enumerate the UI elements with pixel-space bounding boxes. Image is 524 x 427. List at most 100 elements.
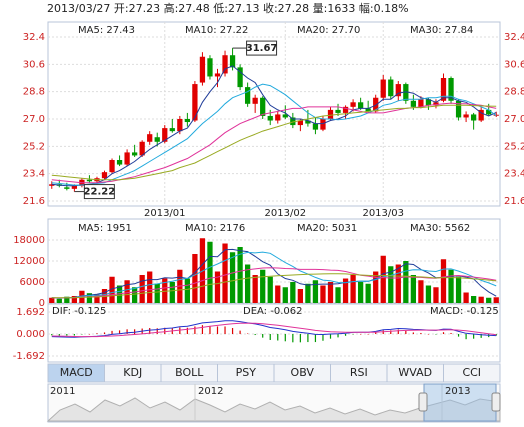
candle-body: [380, 79, 386, 98]
y-tick-label: 32.4: [23, 32, 45, 43]
legend-entry: MA10: 27.22: [185, 25, 248, 36]
candle-body: [388, 79, 394, 97]
candle-body: [410, 100, 417, 107]
volume-bar: [64, 296, 70, 303]
legend-entry: MA10: 2176: [185, 223, 245, 234]
volume-bar: [403, 261, 409, 303]
legend-entry: MA20: 5031: [297, 223, 357, 234]
volume-bar: [192, 254, 198, 303]
macd-bar: [314, 334, 317, 343]
indicator-tab-label[interactable]: KDJ: [123, 366, 142, 379]
candle-body: [207, 58, 213, 77]
y-tick-label: 30.6: [23, 59, 45, 70]
volume-bar: [290, 282, 296, 303]
volume-bar: [433, 287, 439, 303]
candle-body: [116, 160, 123, 165]
macd-bar: [66, 334, 68, 336]
volume-bar: [260, 269, 266, 303]
navigator-area: [46, 397, 501, 422]
candle-body: [365, 108, 371, 112]
indicator-tab-label[interactable]: BOLL: [175, 366, 204, 379]
quote-header: 2013/03/27 开:27.23 高:27.48 低:27.13 收:27.…: [47, 1, 409, 15]
volume-bar: [147, 271, 153, 303]
volume-bar: [493, 297, 499, 303]
candle-body: [260, 97, 266, 116]
macd-bar: [307, 334, 309, 343]
volume-bar: [116, 285, 123, 303]
volume-bar: [56, 298, 62, 303]
navigator-handle[interactable]: [418, 392, 428, 412]
volume-bar: [109, 276, 115, 303]
macd-bar: [465, 334, 467, 340]
indicator-tab-label[interactable]: PSY: [236, 366, 257, 379]
macd-frame: [47, 303, 501, 363]
navigator-year: 2013: [445, 386, 470, 397]
macd-bar: [81, 334, 83, 335]
candle-body: [282, 114, 288, 118]
candle-body: [455, 100, 462, 118]
indicator-tab[interactable]: [443, 363, 501, 383]
candle-body: [177, 119, 183, 132]
macd-bar: [231, 328, 234, 334]
macd-bar: [322, 334, 324, 341]
macd-bar: [118, 330, 121, 334]
macd-bar: [480, 334, 482, 338]
annotation-box: [83, 184, 115, 200]
price-frame: [47, 21, 501, 207]
y-tick-label: 23.4: [23, 169, 45, 180]
y-tick-label: -1.692: [13, 351, 45, 362]
navigator-window[interactable]: [423, 383, 497, 422]
macd-bar: [262, 334, 264, 338]
candle-body: [252, 97, 258, 104]
macd-bar: [164, 327, 166, 334]
indicator-tab-label[interactable]: RSI: [350, 366, 368, 379]
volume-bar: [86, 293, 93, 303]
x-tick-label: 2013/02: [265, 208, 307, 219]
macd-bar: [201, 325, 204, 334]
macd-bar: [442, 332, 445, 334]
candle-body: [71, 185, 78, 189]
y-tick-label: 0: [39, 298, 45, 309]
candle-body: [433, 102, 439, 106]
macd-bar: [360, 334, 362, 335]
candle-body: [470, 114, 477, 121]
volume-bar: [71, 296, 78, 303]
candle-body: [425, 99, 432, 106]
navigator-handle[interactable]: [491, 392, 501, 412]
legend-entry: DEA: -0.062: [243, 306, 302, 317]
macd-bar: [412, 332, 414, 334]
indicator-line: [51, 267, 497, 299]
indicator-tab-label[interactable]: OBV: [291, 366, 315, 379]
volume-bar: [244, 264, 251, 303]
macd-bar: [73, 334, 75, 336]
candle-body: [222, 55, 228, 74]
candle-body: [305, 120, 311, 124]
candle-body: [162, 128, 168, 142]
macd-bar: [337, 334, 339, 338]
candle-body: [440, 78, 447, 101]
volume-bar: [275, 285, 281, 303]
volume-bar: [455, 276, 462, 303]
indicator-tab-label[interactable]: MACD: [60, 366, 93, 379]
y-tick-label-right: 32.4: [504, 32, 524, 43]
y-tick-label: 27.0: [23, 114, 45, 125]
volume-bar: [335, 287, 341, 303]
indicator-tab-label[interactable]: CCI: [462, 366, 481, 379]
candle-body: [342, 106, 349, 113]
candle-body: [237, 67, 243, 88]
volume-bar: [350, 275, 356, 303]
annotation-box: [246, 40, 278, 56]
volume-bar: [131, 287, 138, 303]
volume-bar: [252, 275, 258, 303]
volume-bar: [207, 241, 213, 303]
y-tick-label: 28.8: [23, 87, 45, 98]
candle-body: [154, 137, 160, 142]
macd-bar: [405, 330, 407, 334]
indicator-tab-label[interactable]: WVAD: [398, 366, 432, 379]
candle-body: [109, 160, 115, 173]
macd-bar: [367, 334, 369, 335]
candle-body: [290, 117, 296, 126]
candle-body: [64, 187, 70, 189]
volume-bar: [124, 280, 130, 303]
